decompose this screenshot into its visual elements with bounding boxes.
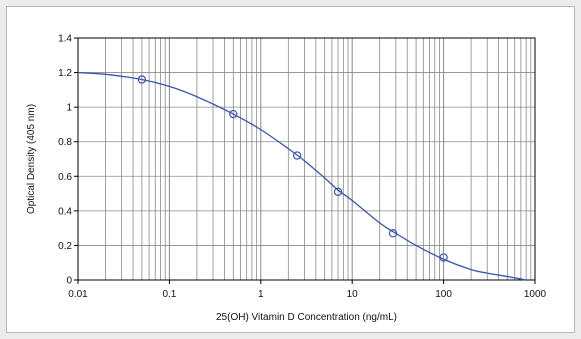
data-point xyxy=(292,151,302,160)
plot-area-border xyxy=(77,37,536,281)
y-tick-label: 0.2 xyxy=(58,241,72,252)
data-point xyxy=(229,109,238,119)
y-axis-title: Optical Density (405 nm) xyxy=(26,104,37,214)
y-tick-label: 1.4 xyxy=(58,34,72,45)
x-tick-label: 1000 xyxy=(524,289,547,300)
y-tick-label: 0.8 xyxy=(58,137,72,148)
y-tick-label: 0 xyxy=(66,276,72,287)
fitted-curve-line xyxy=(77,71,527,281)
vitamin-d-standard-curve-chart: 0 0.2 0.4 0.6 0.8 1 1.2 1.4 0.01 0.1 1 10 100 1000 25(… xyxy=(26,34,547,324)
data-point xyxy=(137,75,147,84)
data-point xyxy=(333,187,343,197)
data-point xyxy=(439,253,448,262)
chart-frame: 0 0.2 0.4 0.6 0.8 1 1.2 1.4 0.01 0.1 1 10 100 1000 25(… xyxy=(6,6,575,333)
y-tick-label: 1 xyxy=(66,103,72,114)
y-tick-label: 0.4 xyxy=(58,206,72,217)
y-tick-label: 1.2 xyxy=(58,68,72,79)
x-tick-label: 0.1 xyxy=(162,289,176,300)
x-tick-label: 0.01 xyxy=(68,289,88,300)
x-tick-label: 1 xyxy=(258,289,264,300)
y-tick-label: 0.6 xyxy=(58,172,72,183)
x-axis-title: 25(OH) Vitamin D Concentration (ng/mL) xyxy=(216,312,397,323)
data-point xyxy=(388,229,398,238)
x-tick-label: 100 xyxy=(435,289,452,300)
x-tick-label: 10 xyxy=(347,289,359,300)
